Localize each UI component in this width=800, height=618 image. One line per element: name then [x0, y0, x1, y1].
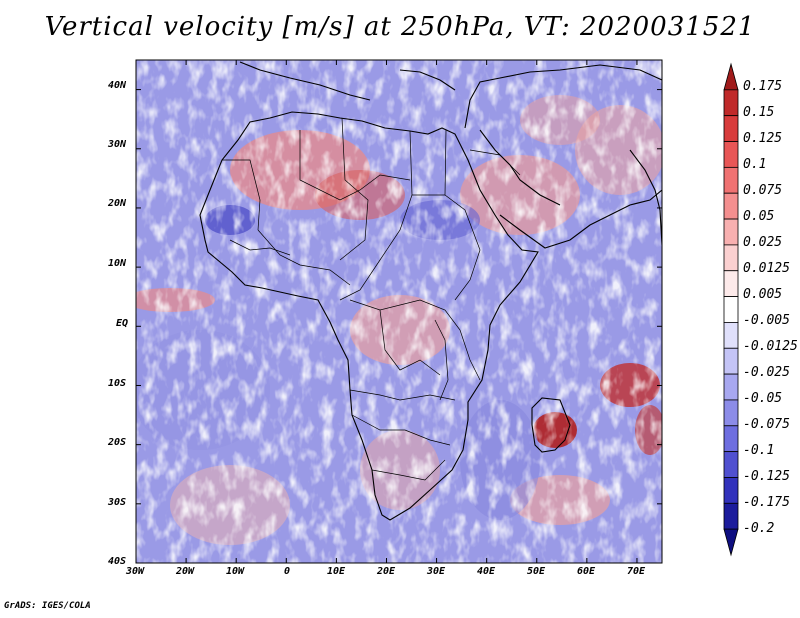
colorbar-label: -0.025 [743, 365, 790, 380]
colorbar-label: 0.1 [743, 157, 767, 172]
lat-label-30N: 30N [108, 139, 127, 150]
colorbar-label: -0.2 [743, 521, 775, 536]
colorbar-label: 0.175 [743, 79, 783, 94]
lon-label-30W: 30W [126, 566, 145, 577]
colorbar-bin [723, 399, 739, 427]
map-frame [135, 59, 663, 564]
colorbar-label: 0.025 [743, 235, 783, 250]
colorbar-label: -0.0125 [743, 339, 798, 354]
lat-label-20S: 20S [108, 437, 127, 448]
colorbar-bin [723, 270, 739, 297]
colorbar-label: -0.1 [743, 443, 775, 458]
colorbar [723, 62, 739, 557]
colorbar-label: -0.005 [743, 313, 790, 328]
colorbar-bin [723, 425, 739, 453]
colorbar-bin [723, 244, 739, 272]
colorbar-label: 0.05 [743, 209, 775, 224]
colorbar-label: -0.05 [743, 391, 783, 406]
lat-label-EQ: EQ [116, 318, 129, 329]
colorbar-bin [723, 141, 739, 168]
lon-label-60E: 60E [577, 566, 596, 577]
colorbar-label: -0.125 [743, 469, 790, 484]
lon-label-30E: 30E [427, 566, 446, 577]
colorbar-bin [723, 296, 739, 323]
colorbar-bin [723, 115, 739, 142]
lat-label-30S: 30S [108, 497, 127, 508]
map-title: Vertical velocity [m/s] at 250hPa, VT: 2… [44, 12, 756, 42]
lon-label-0: 0 [284, 566, 291, 577]
colorbar-bin [723, 192, 739, 220]
lon-label-20E: 20E [377, 566, 396, 577]
colorbar-bin [723, 62, 739, 91]
coastlines [199, 61, 662, 521]
lon-label-50E: 50E [527, 566, 546, 577]
colorbar-bin [723, 528, 739, 557]
lon-label-20W: 20W [176, 566, 195, 577]
lon-label-10E: 10E [327, 566, 346, 577]
lat-label-40N: 40N [108, 80, 127, 91]
lat-label-10N: 10N [108, 258, 127, 269]
colorbar-label: 0.075 [743, 183, 783, 198]
colorbar-bin [723, 166, 739, 194]
colorbar-bin [723, 373, 739, 401]
colorbar-label: 0.0125 [743, 261, 790, 276]
grads-credit: GrADS: IGES/COLA [4, 601, 91, 611]
colorbar-label: -0.175 [743, 495, 790, 510]
colorbar-bin [723, 502, 739, 530]
colorbar-bin [723, 477, 739, 504]
colorbar-bin [723, 218, 739, 246]
colorbar-bin [723, 322, 739, 349]
lon-label-70E: 70E [627, 566, 646, 577]
colorbar-label: 0.125 [743, 131, 783, 146]
colorbar-label: 0.15 [743, 105, 775, 120]
colorbar-label: -0.075 [743, 417, 790, 432]
country-borders [222, 117, 521, 481]
colorbar-bin [723, 89, 739, 117]
lat-label-10S: 10S [108, 378, 127, 389]
colorbar-bin [723, 347, 739, 375]
colorbar-label: 0.005 [743, 287, 783, 302]
lon-label-40E: 40E [477, 566, 496, 577]
colorbar-bin [723, 451, 739, 478]
lon-label-10W: 10W [226, 566, 245, 577]
lat-label-40S: 40S [108, 556, 127, 567]
vertical-velocity-field [136, 60, 662, 563]
lat-label-20N: 20N [108, 198, 127, 209]
